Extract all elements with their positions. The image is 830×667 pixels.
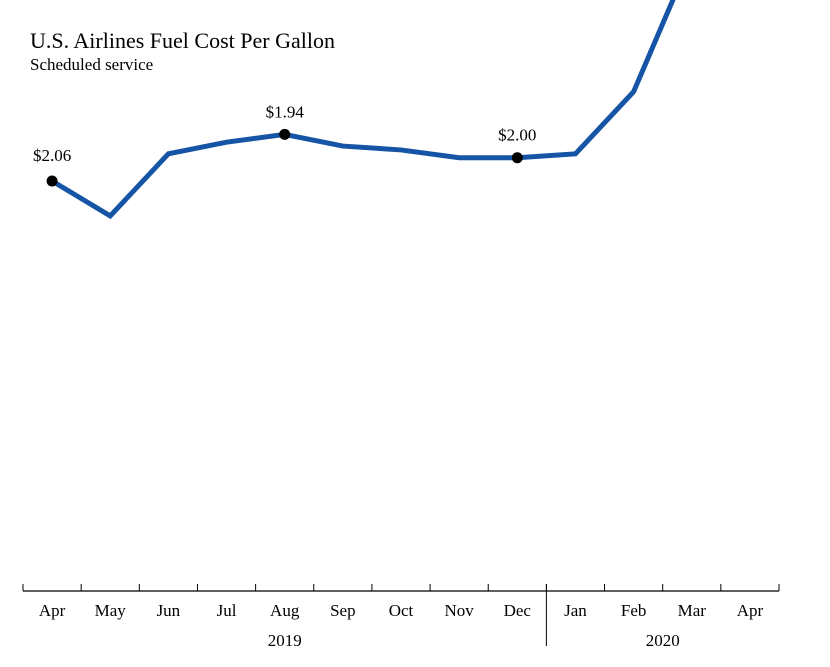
data-label: $2.00 bbox=[498, 126, 536, 145]
year-label: 2020 bbox=[646, 631, 680, 650]
x-tick-label: Feb bbox=[621, 601, 647, 620]
data-label: $1.94 bbox=[266, 102, 305, 121]
x-tick-label: Jan bbox=[564, 601, 587, 620]
x-tick-label: Nov bbox=[445, 601, 475, 620]
x-tick-label: Oct bbox=[389, 601, 414, 620]
series-line bbox=[50, 0, 676, 220]
chart-subtitle: Scheduled service bbox=[30, 55, 154, 74]
x-tick-label: Dec bbox=[504, 601, 532, 620]
x-tick-label: Jun bbox=[157, 601, 181, 620]
data-point bbox=[46, 175, 58, 187]
chart-title: U.S. Airlines Fuel Cost Per Gallon bbox=[30, 28, 335, 53]
x-tick-label: Aug bbox=[270, 601, 300, 620]
data-point bbox=[279, 128, 291, 140]
data-point bbox=[511, 152, 523, 164]
data-label: $2.06 bbox=[33, 146, 71, 165]
x-tick-label: Apr bbox=[39, 601, 66, 620]
x-tick-label: Jul bbox=[217, 601, 237, 620]
x-tick-label: May bbox=[95, 601, 127, 620]
year-label: 2019 bbox=[268, 631, 302, 650]
x-tick-label: Sep bbox=[330, 601, 356, 620]
x-tick-label: Mar bbox=[678, 601, 707, 620]
x-tick-label: Apr bbox=[737, 601, 764, 620]
